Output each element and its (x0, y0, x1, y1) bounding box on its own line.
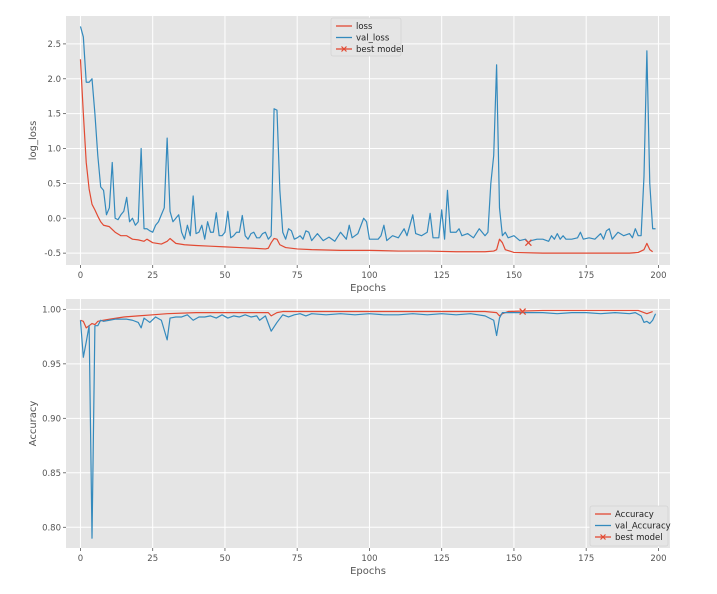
x-tick-label: 150 (506, 554, 522, 564)
y-tick-label: 2.5 (47, 40, 61, 50)
x-tick-label: 100 (361, 271, 377, 281)
x-tick-label: 150 (506, 271, 522, 281)
x-tick-label: 75 (292, 271, 303, 281)
y-tick-label: 0.85 (42, 469, 61, 479)
y-tick-label: -0.5 (44, 249, 61, 259)
series-val-accuracy-line (79, 312, 657, 539)
accuracy-chart: 0 25 50 75 100 125 150 175 200 0.80 0.85 0.90 0.95 1.… (28, 299, 671, 577)
x-tick-label: 50 (220, 554, 231, 564)
legend-label: loss (356, 22, 373, 32)
best-model-marker (519, 308, 527, 315)
x-tick-label: 50 (220, 271, 231, 281)
y-tick-label: 0.95 (42, 360, 61, 370)
x-tick-label: 75 (292, 554, 303, 564)
legend-label: val_Accuracy (615, 522, 671, 532)
legend-item: Accuracy (595, 510, 654, 520)
x-axis-label: Epochs (350, 566, 386, 577)
y-axis-label: log_loss (28, 121, 39, 161)
series-loss-line (79, 59, 654, 254)
y-tick-label: 0.90 (42, 414, 61, 424)
log-loss-chart: 0 25 50 75 100 125 150 175 200 -0.5 0.0 0.5 1.0 1.5 2.… (28, 16, 670, 294)
x-tick-label: 0 (78, 554, 83, 564)
y-tick-label: 1.00 (42, 305, 61, 315)
legend-label: best model (615, 533, 663, 543)
series-val-loss-line (79, 26, 656, 244)
legend-item: best model (336, 45, 404, 55)
x-axis-label: Epochs (350, 283, 386, 294)
y-tick-label: 0.5 (47, 179, 61, 189)
x-tick-label: 100 (361, 554, 377, 564)
x-tick-label: 175 (578, 554, 594, 564)
legend-item: best model (595, 533, 663, 543)
y-tick-label: 0.0 (47, 214, 61, 224)
legend-item: val_Accuracy (595, 522, 671, 532)
legend-box (330, 17, 402, 57)
best-model-marker (524, 239, 532, 247)
y-tick-label: 2.0 (47, 75, 61, 85)
legend-label: best model (356, 45, 404, 55)
x-tick-label: 200 (650, 271, 666, 281)
legend-label: Accuracy (615, 510, 654, 520)
x-tick-label: 200 (650, 554, 666, 564)
legend-label: val_loss (356, 34, 390, 44)
x-tick-label: 125 (434, 271, 450, 281)
x-tick-label: 0 (78, 271, 83, 281)
legend-box (589, 505, 669, 547)
legend-item: loss (336, 22, 373, 32)
x-tick-label: 25 (147, 271, 158, 281)
y-axis-label: Accuracy (28, 401, 39, 447)
y-tick-label: 1.5 (47, 110, 61, 120)
plot-area (66, 299, 670, 548)
legend-marker (600, 534, 606, 540)
x-tick-label: 125 (434, 554, 450, 564)
y-tick-label: 1.0 (47, 145, 61, 155)
y-tick-label: 0.80 (42, 523, 61, 533)
x-tick-label: 25 (147, 554, 158, 564)
x-tick-label: 175 (578, 271, 594, 281)
legend-item: val_loss (336, 34, 390, 44)
legend-marker (341, 46, 347, 52)
